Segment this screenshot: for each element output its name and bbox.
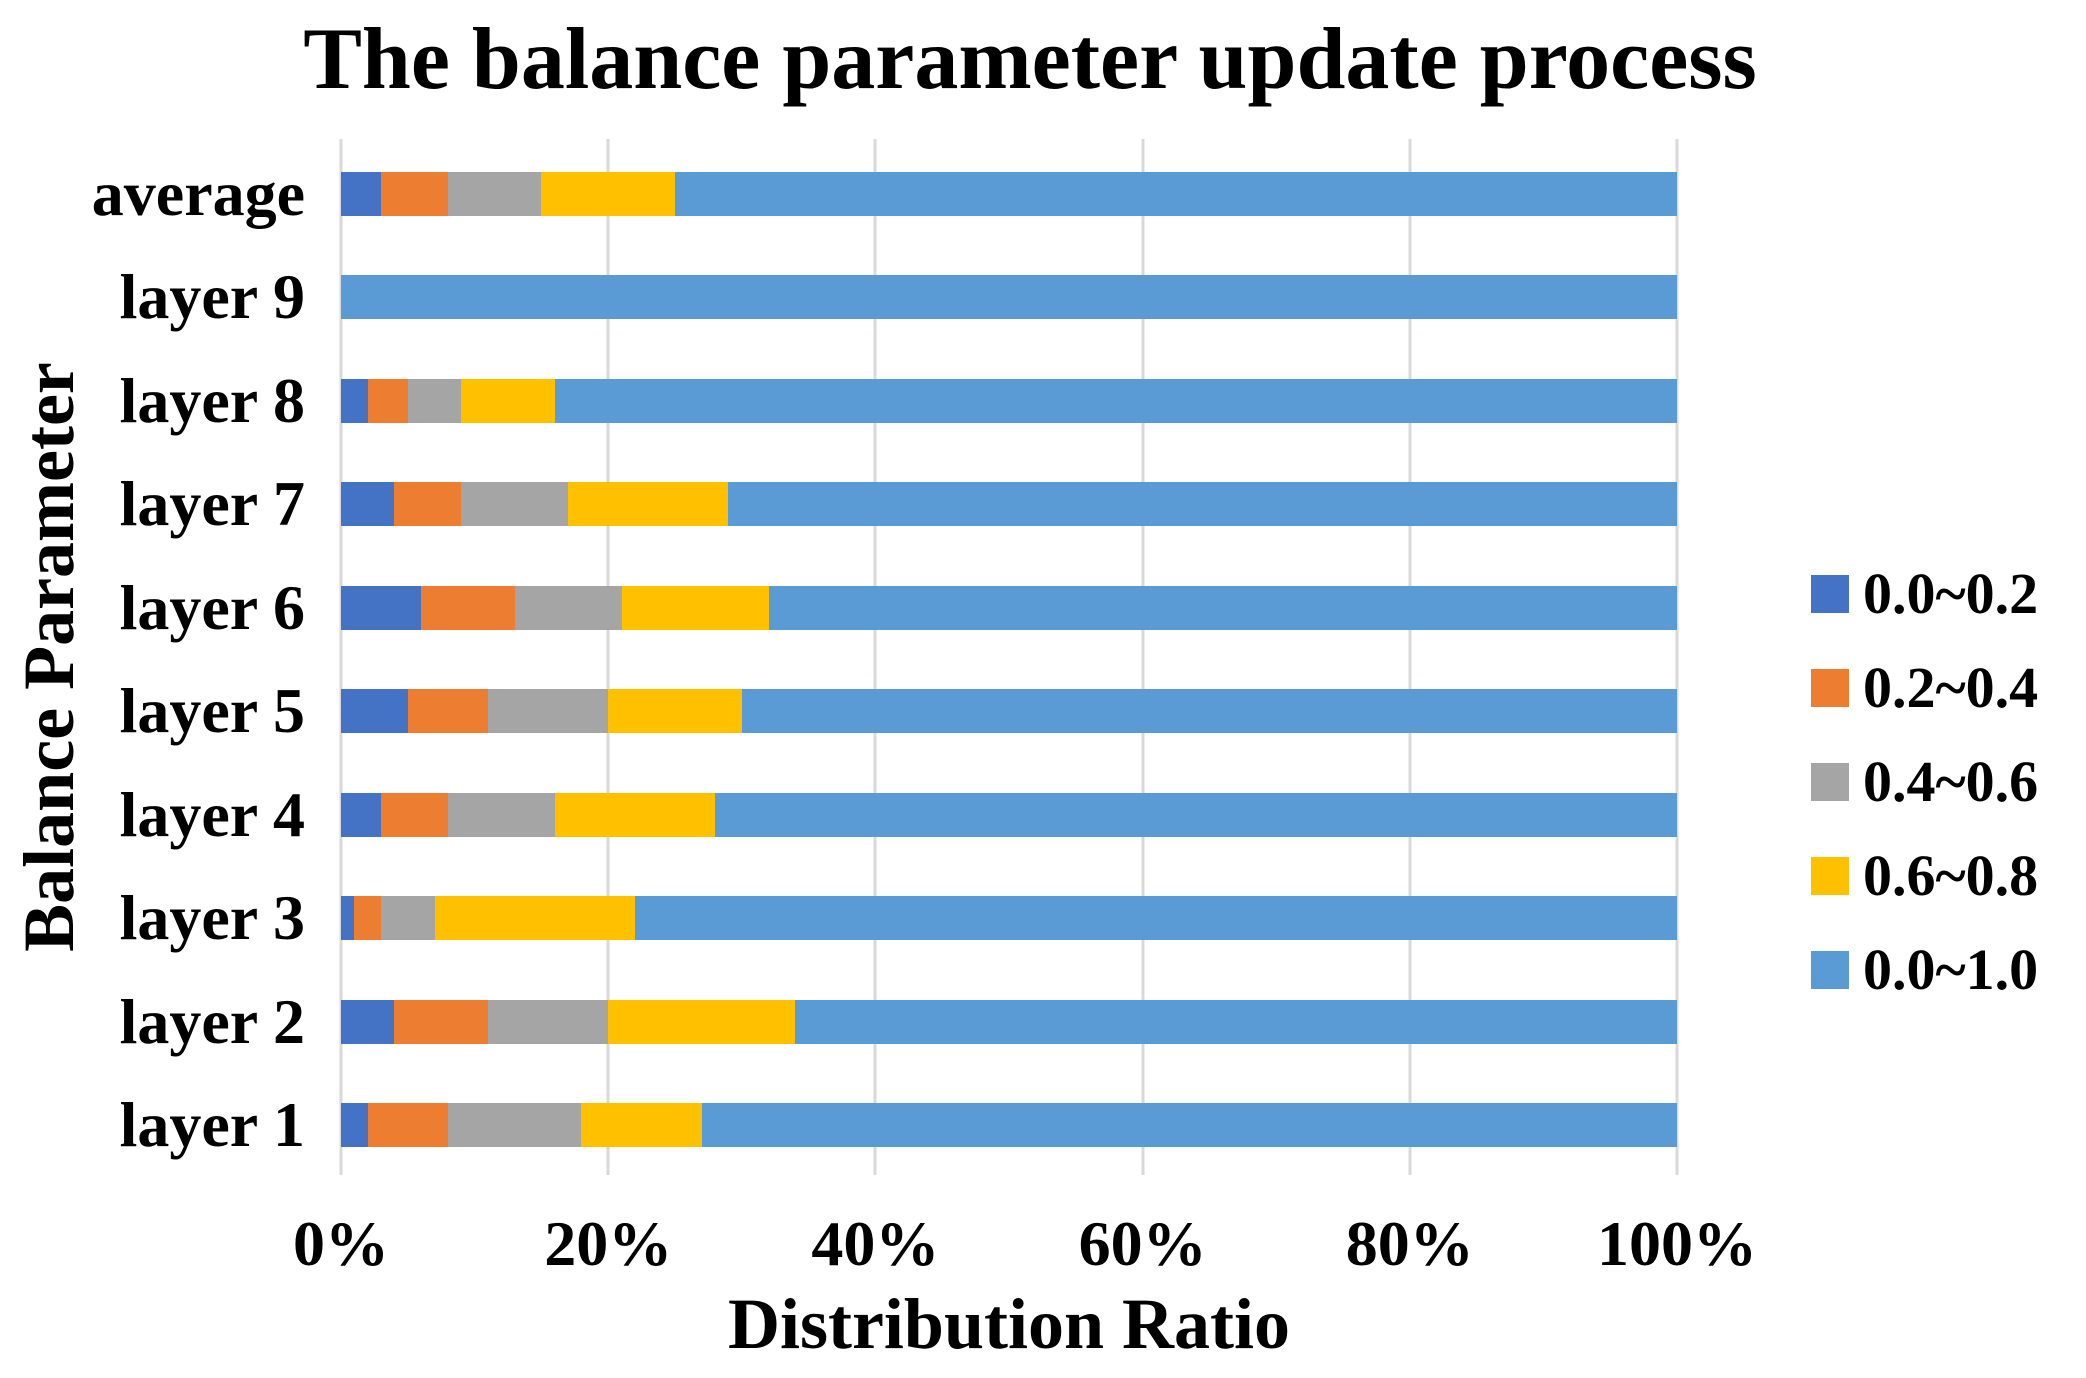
bar-layer-3-segment-0.0~1.0 xyxy=(634,896,1677,940)
bar-layer-6-segment-0.6~0.8 xyxy=(621,585,769,630)
bar-layer-9-segment-0.0~1.0 xyxy=(341,275,1677,319)
bar-layer-3-segment-0.6~0.8 xyxy=(434,896,635,940)
bar-layer-1 xyxy=(341,1103,1677,1147)
gridline-20% xyxy=(606,139,610,1175)
bar-layer-4-segment-0.6~0.8 xyxy=(554,792,716,837)
category-label-layer-5: layer 5 xyxy=(119,675,305,746)
bar-layer-6-segment-0.2~0.4 xyxy=(421,585,515,630)
category-label-layer-6: layer 6 xyxy=(119,571,305,643)
chart-title: The balance parameter update process xyxy=(303,11,1757,108)
category-label-average: average xyxy=(91,157,305,229)
bar-average-segment-0.2~0.4 xyxy=(381,171,448,216)
bar-layer-4-segment-0.0~1.0 xyxy=(715,792,1677,837)
bar-average-segment-0.0~0.2 xyxy=(341,171,382,216)
gridline-0% xyxy=(339,139,343,1175)
bar-layer-3-segment-0.0~0.2 xyxy=(341,896,355,940)
legend-label-0.4~0.6: 0.4~0.6 xyxy=(1863,749,2039,814)
bar-layer-2-segment-0.0~1.0 xyxy=(795,999,1677,1044)
legend-label-0.2~0.4: 0.2~0.4 xyxy=(1863,655,2039,720)
bar-layer-6-segment-0.0~0.2 xyxy=(341,585,422,630)
legend: 0.0~0.2 0.2~0.4 0.4~0.6 0.6~0.8 0.0~1.0 xyxy=(1811,547,2038,1017)
bar-layer-8-segment-0.4~0.6 xyxy=(407,378,462,423)
legend-swatch-0.0~0.2 xyxy=(1811,575,1849,613)
bar-layer-5-segment-0.6~0.8 xyxy=(608,689,742,733)
bar-layer-6-segment-0.0~1.0 xyxy=(768,585,1677,630)
bar-layer-9 xyxy=(341,275,1677,319)
category-label-layer-9: layer 9 xyxy=(119,261,305,332)
bar-layer-1-segment-0.0~1.0 xyxy=(701,1103,1677,1147)
bar-layer-2-segment-0.6~0.8 xyxy=(608,999,796,1044)
bar-layer-4 xyxy=(341,792,1677,837)
category-label-layer-4: layer 4 xyxy=(119,778,305,850)
bar-layer-5-segment-0.4~0.6 xyxy=(487,689,609,733)
x-tick-label-20%: 20% xyxy=(544,1208,673,1279)
x-tick-label-80%: 80% xyxy=(1345,1208,1474,1279)
bar-layer-7-segment-0.0~1.0 xyxy=(728,482,1677,526)
bar-layer-1-segment-0.4~0.6 xyxy=(447,1103,582,1147)
x-tick-label-60%: 60% xyxy=(1078,1208,1207,1279)
x-tick-label-40%: 40% xyxy=(811,1208,940,1279)
bar-layer-5-segment-0.0~0.2 xyxy=(341,689,408,733)
legend-label-0.6~0.8: 0.6~0.8 xyxy=(1863,843,2039,908)
legend-entry-0.6~0.8: 0.6~0.8 xyxy=(1811,829,2038,923)
y-axis-title: Balance Parameter xyxy=(9,362,89,952)
bar-layer-3-segment-0.2~0.4 xyxy=(354,896,382,940)
x-tick-label-100%: 100% xyxy=(1597,1208,1757,1279)
bar-layer-8-segment-0.2~0.4 xyxy=(367,378,408,423)
bar-layer-5-segment-0.0~1.0 xyxy=(741,689,1677,733)
bar-layer-2-segment-0.2~0.4 xyxy=(394,999,488,1044)
bar-average-segment-0.0~1.0 xyxy=(674,171,1677,216)
x-tick-label-0%: 0% xyxy=(293,1208,389,1279)
bar-layer-4-segment-0.2~0.4 xyxy=(381,792,448,837)
bar-layer-1-segment-0.6~0.8 xyxy=(581,1103,702,1147)
bar-layer-6 xyxy=(341,585,1677,630)
legend-entry-0.0~0.2: 0.0~0.2 xyxy=(1811,547,2038,641)
bar-layer-7-segment-0.2~0.4 xyxy=(394,482,462,526)
bar-layer-7-segment-0.0~0.2 xyxy=(341,482,395,526)
gridline-100% xyxy=(1675,139,1679,1175)
bar-layer-5 xyxy=(341,689,1677,733)
x-axis-title: Distribution Ratio xyxy=(727,1284,1291,1364)
bar-average-segment-0.4~0.6 xyxy=(447,171,542,216)
bar-layer-4-segment-0.0~0.2 xyxy=(341,792,382,837)
legend-entry-0.0~1.0: 0.0~1.0 xyxy=(1811,923,2038,1017)
bar-layer-3-segment-0.4~0.6 xyxy=(381,896,435,940)
bar-layer-8 xyxy=(341,378,1677,423)
legend-label-0.0~1.0: 0.0~1.0 xyxy=(1863,937,2039,1002)
category-label-layer-8: layer 8 xyxy=(119,364,305,436)
category-label-layer-2: layer 2 xyxy=(119,985,305,1057)
bar-layer-8-segment-0.0~1.0 xyxy=(554,378,1677,423)
bar-layer-7-segment-0.6~0.8 xyxy=(568,482,729,526)
bar-layer-8-segment-0.6~0.8 xyxy=(461,378,555,423)
bar-layer-3 xyxy=(341,896,1677,940)
gridline-60% xyxy=(1141,139,1145,1175)
gridline-80% xyxy=(1408,139,1412,1175)
plot-area xyxy=(339,139,1679,1175)
bar-layer-5-segment-0.2~0.4 xyxy=(407,689,488,733)
bar-average-segment-0.6~0.8 xyxy=(541,171,675,216)
bar-layer-6-segment-0.4~0.6 xyxy=(514,585,622,630)
legend-entry-0.4~0.6: 0.4~0.6 xyxy=(1811,735,2038,829)
category-label-layer-7: layer 7 xyxy=(119,468,305,539)
gridline-40% xyxy=(873,139,877,1175)
legend-swatch-0.4~0.6 xyxy=(1811,763,1849,801)
bar-layer-8-segment-0.0~0.2 xyxy=(341,378,368,423)
bar-layer-1-segment-0.2~0.4 xyxy=(367,1103,448,1147)
bar-layer-2 xyxy=(341,999,1677,1044)
category-label-layer-1: layer 1 xyxy=(119,1089,305,1160)
legend-swatch-0.0~1.0 xyxy=(1811,951,1849,989)
bar-layer-1-segment-0.0~0.2 xyxy=(341,1103,368,1147)
legend-swatch-0.6~0.8 xyxy=(1811,857,1849,895)
bar-layer-7-segment-0.4~0.6 xyxy=(461,482,569,526)
bar-average xyxy=(341,171,1677,216)
bar-layer-2-segment-0.4~0.6 xyxy=(487,999,609,1044)
bar-layer-4-segment-0.4~0.6 xyxy=(447,792,555,837)
category-label-layer-3: layer 3 xyxy=(119,882,305,953)
legend-swatch-0.2~0.4 xyxy=(1811,669,1849,707)
bar-layer-2-segment-0.0~0.2 xyxy=(341,999,395,1044)
legend-label-0.0~0.2: 0.0~0.2 xyxy=(1863,561,2039,626)
legend-entry-0.2~0.4: 0.2~0.4 xyxy=(1811,641,2038,735)
bar-layer-7 xyxy=(341,482,1677,526)
